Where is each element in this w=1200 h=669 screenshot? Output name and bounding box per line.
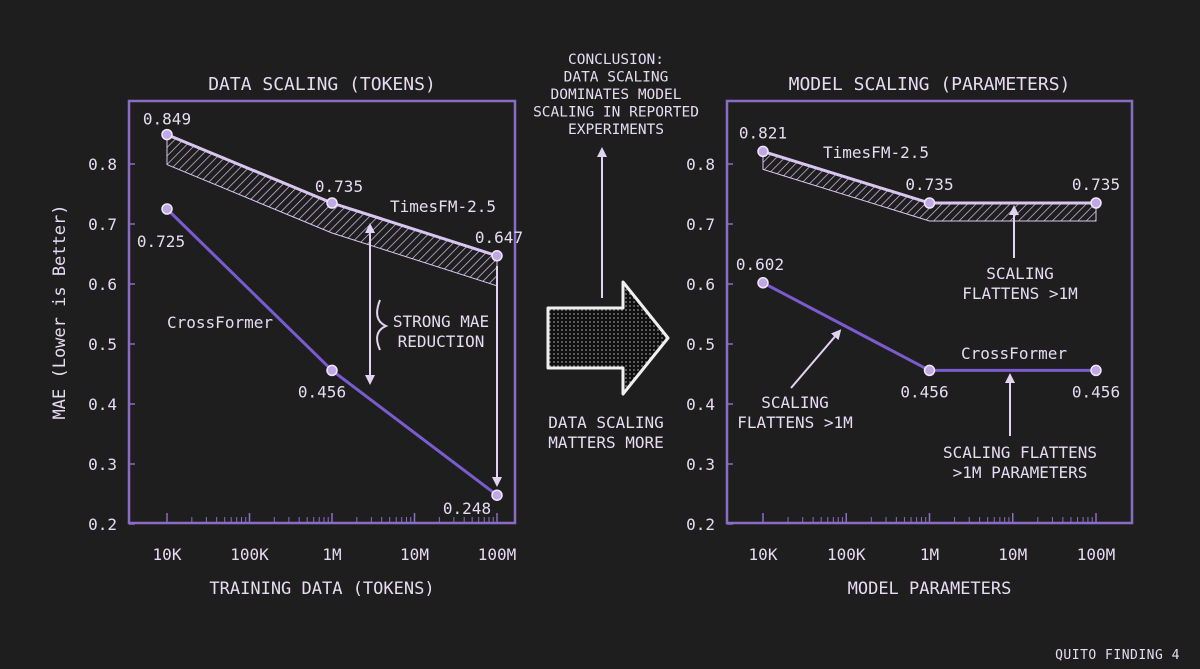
conclusion-text-line-3: SCALING IN REPORTED (533, 105, 699, 121)
y-axis-label: MAE (Lower is Better) (50, 205, 70, 420)
timesfm-point (326, 197, 338, 209)
y-tick-label: 0.5 (88, 335, 117, 354)
data-scaling-caption-line-0: DATA SCALING (548, 413, 664, 432)
y-tick-label: 0.5 (686, 335, 715, 354)
crossformer-point (491, 489, 503, 501)
conclusion-text-line-4: EXPERIMENTS (568, 122, 664, 138)
plot-frame (127, 99, 517, 525)
conclusion-text-line-2: DOMINATES MODEL (551, 87, 682, 103)
series-label-crossformer: CrossFormer (167, 313, 273, 332)
timesfm-point (1090, 197, 1102, 209)
reduction-brace (376, 299, 389, 351)
strong-mae-reduction-note-line-1: REDUCTION (398, 332, 485, 351)
y-tick-label: 0.2 (686, 515, 715, 534)
y-tick-label: 0.8 (686, 155, 715, 174)
chart-panel-0: DATA SCALING (TOKENS) 0.2 0.3 0.4 0.5 0.6 0.7 0… (50, 74, 523, 599)
timesfm-flatten-note-line-1: FLATTENS >1M (962, 284, 1078, 303)
timesfm-point (491, 250, 503, 262)
y-tick-label: 0.7 (88, 215, 117, 234)
big-right-arrow (546, 280, 670, 396)
data-scaling-caption-line-1: MATTERS MORE (548, 433, 664, 452)
conclusion-text-line-0: CONCLUSION: (568, 52, 664, 68)
crossformer-flatten-note-line-1: FLATTENS >1M (737, 413, 853, 432)
x-axis-label: TRAINING DATA (TOKENS) (209, 579, 434, 599)
x-tick-label: 10M (400, 545, 429, 564)
timesfm-point (757, 145, 769, 158)
chart-title: DATA SCALING (TOKENS) (208, 74, 436, 95)
series-label-crossformer: CrossFormer (961, 344, 1067, 363)
timesfm-data-label: 0.735 (1072, 175, 1120, 194)
crossformer-point (326, 364, 338, 377)
x-axis-label: MODEL PARAMETERS (848, 579, 1012, 599)
x-tick-label: 100M (478, 545, 517, 564)
timesfm-flatten-note-line-0: SCALING (986, 264, 1053, 283)
y-tick-label: 0.2 (88, 515, 117, 534)
x-tick-label: 1M (322, 545, 341, 564)
timesfm-data-label: 0.821 (739, 123, 787, 142)
y-tick-label: 0.7 (686, 215, 715, 234)
y-tick-label: 0.4 (686, 395, 715, 414)
y-tick-label: 0.6 (88, 275, 117, 294)
x-tick-label: 1M (920, 545, 939, 564)
x-tick-label: 100M (1077, 545, 1116, 564)
chart-title: MODEL SCALING (PARAMETERS) (789, 74, 1071, 95)
crossformer-point (1090, 364, 1102, 377)
crossformer-data-label: 0.602 (736, 255, 784, 274)
y-tick-label: 0.6 (686, 275, 715, 294)
timesfm-point (923, 197, 936, 209)
crossformer-data-label: 0.725 (137, 232, 185, 251)
crossformer-flatten-arrow (790, 329, 842, 389)
y-tick-label: 0.4 (88, 395, 117, 414)
timesfm-point (161, 128, 173, 141)
crossformer-data-label: 0.456 (298, 382, 346, 401)
timesfm-data-label: 0.849 (143, 110, 191, 129)
y-tick-label: 0.3 (686, 455, 715, 474)
x-tick-label: 10K (153, 545, 182, 564)
crossformer-data-label: 0.456 (1072, 382, 1120, 401)
series-label-timesfm: TimesFM-2.5 (823, 143, 929, 162)
y-tick-label: 0.3 (88, 455, 117, 474)
x-tick-label: 10M (998, 545, 1027, 564)
crossformer-point (923, 364, 936, 377)
conclusion-text-line-1: DATA SCALING (564, 70, 669, 86)
crossformer-point (757, 277, 769, 289)
strong-mae-reduction-note-line-0: STRONG MAE (393, 312, 489, 331)
crossformer-data-label: 0.248 (443, 499, 491, 518)
crossformer-params-note-line-0: SCALING FLATTENS (943, 443, 1097, 462)
x-tick-label: 10K (749, 545, 778, 564)
series-label-timesfm: TimesFM-2.5 (390, 197, 496, 216)
timesfm-data-label: 0.735 (905, 175, 953, 194)
crossformer-flatten-note-line-0: SCALING (761, 393, 828, 412)
y-tick-label: 0.8 (88, 155, 117, 174)
crossformer-point (161, 203, 173, 215)
timesfm-data-label: 0.647 (475, 228, 523, 247)
footer-label: QUITO FINDING 4 (1055, 648, 1180, 663)
x-tick-label: 100K (827, 545, 866, 564)
crossformer-data-label: 0.456 (900, 382, 948, 401)
chart-panel-1: MODEL SCALING (PARAMETERS) 0.2 0.3 0.4 0.5 0.… (686, 74, 1134, 599)
timesfm-data-label: 0.735 (315, 177, 363, 196)
crossformer-params-note-line-1: >1M PARAMETERS (953, 463, 1088, 482)
x-tick-label: 100K (230, 545, 269, 564)
